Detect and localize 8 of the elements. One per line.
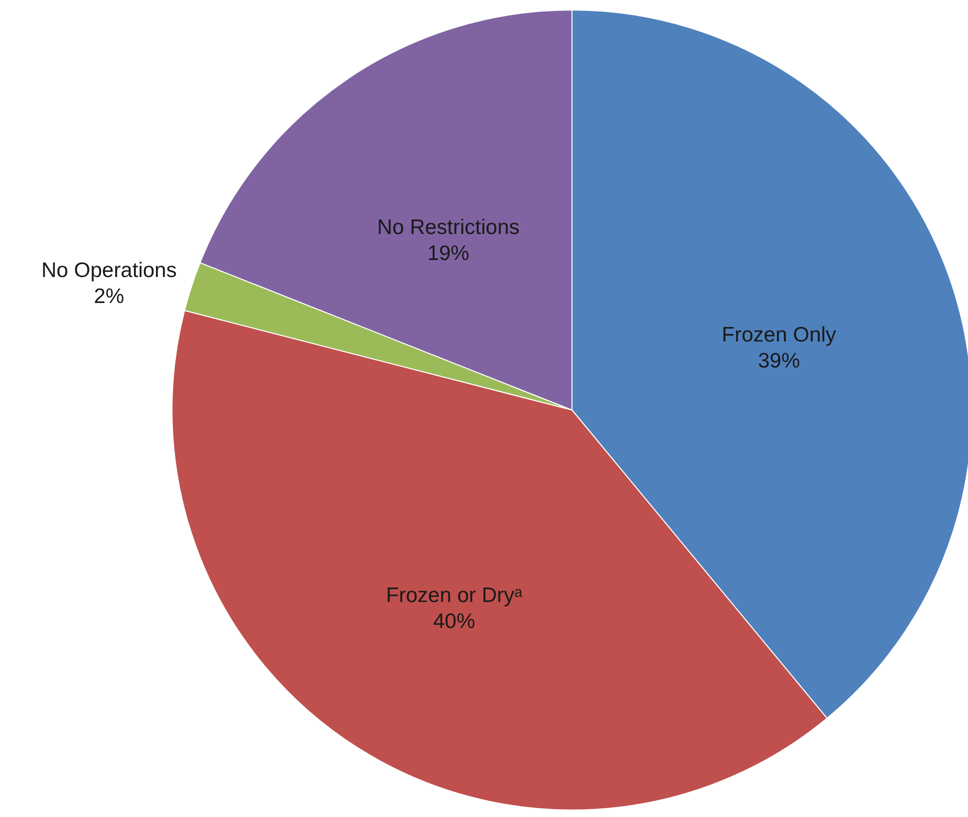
data-label: 39% (758, 349, 800, 372)
slice-label: No Restrictions (377, 216, 520, 240)
data-label: 40% (433, 610, 476, 633)
data-label: 2% (94, 284, 124, 308)
slice-label: Frozen or Dryᵃ (386, 584, 522, 607)
slice-label: Frozen Only (722, 323, 837, 346)
slice-label: No Operations (41, 258, 177, 282)
data-label: 19% (427, 242, 470, 266)
